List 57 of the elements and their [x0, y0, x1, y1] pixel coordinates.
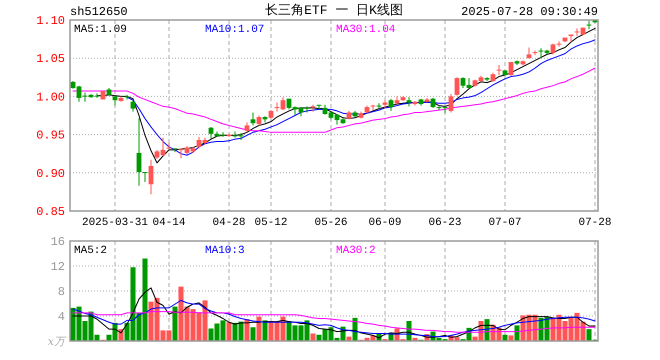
x-tick-label: 07-28: [578, 217, 612, 229]
y-tick-label: 1.10: [36, 14, 65, 28]
candlestick: [136, 118, 142, 186]
y-tick-label: 8: [58, 285, 65, 299]
candlestick: [148, 159, 154, 195]
chart-title: 长三角ETF 一 日K线图: [265, 3, 403, 18]
candlestick: [244, 122, 250, 133]
x-tick-label: 04-14: [152, 217, 186, 229]
x-tick-label: 2025-03-31: [82, 217, 148, 229]
bar: [310, 334, 316, 341]
x-tick-label: 06-23: [428, 217, 462, 229]
y-tick-label: 16: [50, 235, 65, 249]
x-tick-label: 07-07: [488, 217, 522, 229]
y-tick-label: 0.95: [36, 128, 65, 143]
text: MA5:2: [74, 245, 108, 257]
y-axis-title: x万: [48, 335, 67, 348]
y-tick-label: 4: [58, 310, 65, 324]
candlestick: [490, 72, 496, 82]
text: MA10:3: [205, 245, 245, 257]
candlestick: [508, 62, 514, 76]
text: MA10:1.07: [205, 24, 264, 36]
candlestick: [430, 97, 436, 108]
candlestick: [256, 115, 262, 126]
bar: [226, 322, 232, 341]
text: MA30:1.04: [336, 24, 396, 36]
text: MA30:2: [336, 245, 376, 257]
bar: [250, 327, 256, 341]
text: 2025-07-28 09:30:49: [461, 5, 598, 19]
candlestick: [112, 95, 118, 106]
x-tick-label: 04-28: [212, 217, 246, 229]
line-series: [72, 300, 596, 338]
candlestick: [448, 94, 454, 113]
candlestick: [142, 172, 148, 182]
bar: [346, 336, 352, 341]
x-tick-label: 06-09: [368, 217, 402, 229]
y-tick-label: 1.00: [36, 90, 65, 104]
x-tick-label: 05-12: [254, 217, 288, 229]
y-tick-label: 0.90: [36, 166, 65, 181]
candlestick: [208, 126, 214, 139]
line-series: [72, 287, 596, 338]
y-tick-label: 0.85: [36, 205, 65, 219]
text: MA5:1.09: [74, 24, 127, 36]
candlestick: [496, 64, 502, 76]
text: sh512650: [70, 5, 128, 19]
y-tick-label: 12: [50, 260, 65, 274]
candlestick: [250, 112, 256, 126]
y-tick-label: 1.05: [36, 52, 65, 66]
candlestick: [130, 100, 136, 112]
bar: [172, 306, 178, 341]
bar: [256, 316, 262, 341]
candlestick: [388, 98, 394, 112]
line-series: [72, 311, 596, 333]
x-tick-label: 05-26: [314, 217, 348, 229]
candlestick: [454, 76, 460, 96]
line-series: [72, 68, 596, 133]
candlestick: [406, 96, 412, 107]
candlestick: [550, 43, 556, 55]
